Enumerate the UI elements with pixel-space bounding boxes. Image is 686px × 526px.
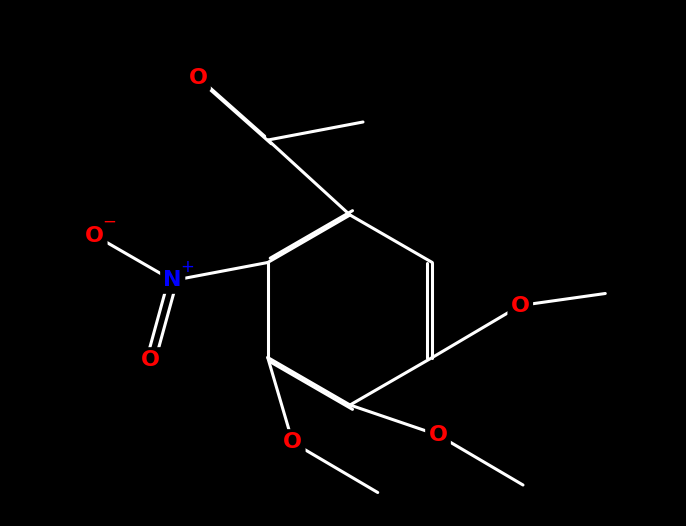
Text: +: + <box>180 258 193 276</box>
Text: O: O <box>141 350 161 370</box>
Text: N: N <box>163 270 182 290</box>
Text: O: O <box>511 296 530 316</box>
Text: O: O <box>283 432 303 452</box>
Text: O: O <box>429 425 447 445</box>
Text: O: O <box>85 226 104 246</box>
Text: O: O <box>189 68 207 88</box>
Text: −: − <box>102 213 116 230</box>
